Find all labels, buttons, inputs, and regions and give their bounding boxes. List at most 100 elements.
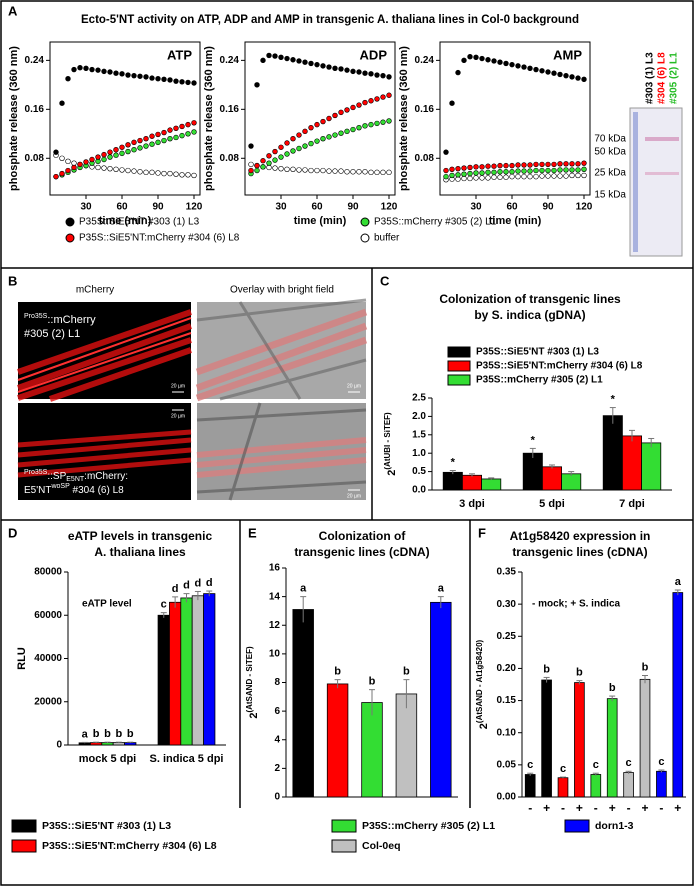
- data-point: [131, 147, 137, 153]
- x-tick-label: 60: [311, 202, 323, 213]
- data-point: [356, 124, 362, 131]
- data-point: [491, 174, 497, 180]
- data-point: [362, 169, 368, 175]
- x-tick-label: +: [674, 801, 681, 815]
- data-point: [473, 164, 479, 170]
- data-point: [503, 169, 509, 175]
- data-point: [308, 140, 314, 147]
- y-tick-label: 6: [274, 706, 280, 717]
- x-tick-label: +: [543, 801, 550, 815]
- data-point: [497, 162, 503, 169]
- data-point: [71, 164, 77, 171]
- data-point: [137, 169, 143, 175]
- data-point: [332, 168, 338, 174]
- data-point: [443, 173, 449, 180]
- data-point: [167, 135, 173, 142]
- data-point: [545, 69, 551, 75]
- bar-letter: d: [195, 577, 202, 589]
- data-point: [350, 104, 356, 111]
- data-point: [125, 148, 131, 155]
- x-tick-label: -: [528, 801, 532, 815]
- data-point: [83, 65, 89, 72]
- data-point: [296, 58, 302, 64]
- data-point: [302, 167, 308, 173]
- data-point: [155, 76, 161, 82]
- bar-letter: d: [172, 583, 179, 595]
- data-point: [449, 100, 455, 106]
- gel-marker-label: 25 kDa: [594, 168, 626, 179]
- x-axis-label: time (min): [489, 215, 542, 227]
- data-point: [380, 169, 386, 176]
- data-point: [326, 134, 332, 140]
- gel-lane-label: #303 (1) L3: [645, 52, 656, 104]
- legend-label: dorn1-3: [595, 820, 634, 832]
- legend-swatch: [564, 819, 590, 833]
- data-point: [278, 144, 284, 150]
- data-point: [467, 53, 473, 60]
- data-point: [344, 128, 350, 135]
- data-point: [332, 112, 338, 119]
- data-point: [302, 128, 308, 135]
- gel-marker-label: 15 kDa: [594, 190, 626, 201]
- data-point: [563, 72, 569, 79]
- data-point: [479, 170, 485, 176]
- bar: [180, 597, 193, 746]
- data-point: [320, 167, 326, 174]
- data-point: [368, 71, 374, 77]
- data-point: [248, 161, 254, 168]
- data-point: [290, 166, 296, 172]
- data-point: [89, 156, 95, 163]
- data-point: [95, 67, 101, 73]
- legend-marker: [65, 233, 75, 243]
- x-tick-label: 7 dpi: [619, 498, 645, 510]
- y-tick-label: 0.10: [497, 727, 517, 738]
- data-point: [485, 57, 491, 63]
- data-point: [77, 161, 83, 168]
- data-point: [575, 75, 581, 81]
- data-point: [65, 158, 71, 165]
- legend-label: Col-0eq: [362, 840, 401, 852]
- y-axis-label: RLU: [16, 647, 28, 670]
- bar: [442, 471, 463, 491]
- data-point: [356, 169, 362, 175]
- data-point: [545, 167, 551, 174]
- data-point: [107, 69, 113, 75]
- gel-ladder: [633, 112, 638, 252]
- overlay-image: [196, 402, 367, 501]
- scale-bar-label: 20 µm: [171, 383, 185, 389]
- data-point: [260, 158, 266, 164]
- bar-letter: c: [593, 759, 599, 771]
- bar-letter: b: [93, 728, 100, 740]
- data-point: [539, 167, 545, 174]
- legend-label: P35S::SiE5'NT #303 (1) L3: [476, 347, 599, 358]
- data-point: [119, 71, 125, 77]
- data-point: [533, 66, 539, 73]
- data-point: [344, 169, 350, 175]
- bar-letter: c: [560, 763, 566, 775]
- y-tick-label: 0.08: [220, 153, 240, 164]
- bar: [557, 777, 569, 798]
- data-point: [59, 100, 65, 106]
- data-point: [509, 169, 515, 175]
- bar-letter: c: [527, 759, 533, 771]
- data-point: [575, 161, 581, 167]
- x-tick-label: 30: [275, 202, 287, 213]
- data-point: [557, 161, 563, 167]
- data-point: [320, 63, 326, 69]
- data-point: [533, 173, 539, 180]
- data-point: [248, 143, 254, 149]
- data-point: [260, 164, 266, 170]
- data-point: [563, 173, 569, 179]
- label-part: #304 (6) L8: [70, 485, 124, 496]
- legend-swatch: [331, 819, 357, 833]
- y-axis-label-base: 2: [248, 713, 260, 719]
- bar-letter: b: [609, 682, 616, 694]
- y-tick-label: 0.35: [497, 567, 517, 578]
- bar: [542, 466, 563, 491]
- y-tick-label: 0.16: [415, 104, 435, 115]
- data-point: [443, 167, 449, 174]
- data-point: [161, 170, 167, 177]
- data-point: [179, 172, 185, 178]
- column-title: mCherry: [76, 285, 114, 296]
